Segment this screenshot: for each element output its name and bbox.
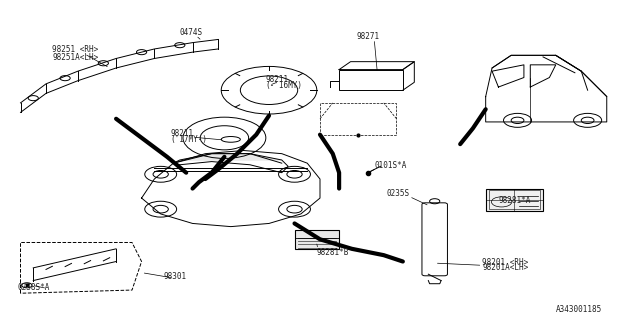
Text: 0238S*A: 0238S*A [17,283,50,292]
Bar [489,190,540,209]
Text: 98281*B: 98281*B [316,248,349,257]
Text: 98211: 98211 [170,129,193,138]
Text: 0101S*A: 0101S*A [374,161,406,170]
Bar [339,69,403,90]
Text: 0474S: 0474S [180,28,203,37]
Text: 98281*A: 98281*A [499,196,531,205]
Text: 98211: 98211 [266,75,289,84]
Polygon shape [180,155,282,160]
Text: 98271: 98271 [357,32,380,42]
Text: 98301: 98301 [164,272,187,281]
Bar [320,103,396,135]
Text: 98251 <RH>: 98251 <RH> [52,45,99,54]
Text: ('17MY-): ('17MY-) [170,135,207,144]
Bar [486,188,543,211]
Text: 98251A<LH>: 98251A<LH> [52,53,99,62]
Text: 98201 <RH>: 98201 <RH> [483,258,529,267]
Bar [294,230,339,249]
Text: 98201A<LH>: 98201A<LH> [483,263,529,272]
Text: (-'16MY): (-'16MY) [266,81,303,90]
Text: A343001185: A343001185 [556,305,602,314]
Text: 0235S: 0235S [387,189,410,198]
